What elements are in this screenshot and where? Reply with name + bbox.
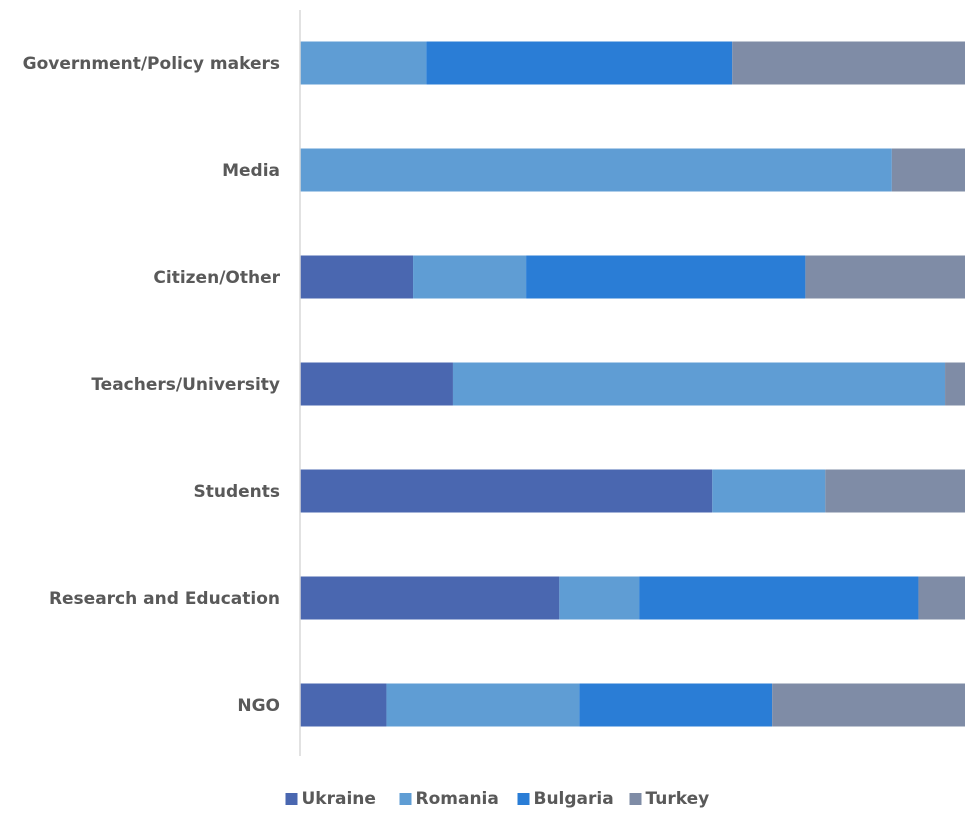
- bar-students-romania: [712, 469, 826, 513]
- bar-research-and-education-romania: [559, 576, 640, 620]
- bar-citizen-other-romania: [413, 255, 527, 299]
- legend-label-romania: Romania: [416, 789, 499, 809]
- legend-item-ukraine: Ukraine: [285, 789, 376, 809]
- legend-label-ukraine: Ukraine: [302, 789, 376, 809]
- bar-ngo-ukraine: [300, 683, 387, 727]
- legend-swatch-ukraine: [285, 793, 298, 805]
- category-label-media: Media: [222, 161, 280, 181]
- category-label-ngo: NGO: [237, 696, 280, 716]
- category-label-students: Students: [193, 482, 280, 502]
- category-label-research-and-education: Research and Education: [49, 589, 280, 609]
- legend-swatch-turkey: [629, 793, 642, 805]
- bar-government-policy-makers-bulgaria: [426, 41, 733, 85]
- category-label-government-policy-makers: Government/Policy makers: [23, 54, 280, 74]
- bar-ngo-turkey: [772, 683, 965, 727]
- bar-citizen-other-turkey: [805, 255, 965, 299]
- bar-media-romania: [300, 148, 892, 192]
- bar-teachers-university-romania: [452, 362, 946, 406]
- legend-item-bulgaria: Bulgaria: [517, 789, 614, 809]
- category-labels: Government/Policy makers Media Citizen/Oth…: [23, 54, 281, 716]
- bar-citizen-other-ukraine: [300, 255, 414, 299]
- bar-research-and-education-turkey: [918, 576, 965, 620]
- legend-item-romania: Romania: [399, 789, 499, 809]
- bar-teachers-university-ukraine: [300, 362, 453, 406]
- category-label-teachers-university: Teachers/University: [91, 375, 280, 395]
- bars-layer: [300, 41, 965, 727]
- legend-item-turkey: Turkey: [629, 789, 710, 809]
- bar-citizen-other-bulgaria: [526, 255, 806, 299]
- bar-research-and-education-bulgaria: [639, 576, 919, 620]
- legend-label-bulgaria: Bulgaria: [534, 789, 614, 809]
- category-label-citizen-other: Citizen/Other: [153, 268, 280, 288]
- bar-students-turkey: [825, 469, 965, 513]
- bar-media-turkey: [891, 148, 965, 192]
- bar-government-policy-makers-turkey: [732, 41, 965, 85]
- legend: Ukraine Romania Bulgaria Turkey: [285, 789, 710, 809]
- bar-ngo-bulgaria: [579, 683, 773, 727]
- bar-students-ukraine: [300, 469, 713, 513]
- legend-swatch-romania: [399, 793, 412, 805]
- bar-ngo-romania: [386, 683, 580, 727]
- legend-label-turkey: Turkey: [646, 789, 710, 809]
- bar-government-policy-makers-romania: [300, 41, 427, 85]
- bar-research-and-education-ukraine: [300, 576, 560, 620]
- bar-teachers-university-turkey: [945, 362, 965, 406]
- legend-swatch-bulgaria: [517, 793, 530, 805]
